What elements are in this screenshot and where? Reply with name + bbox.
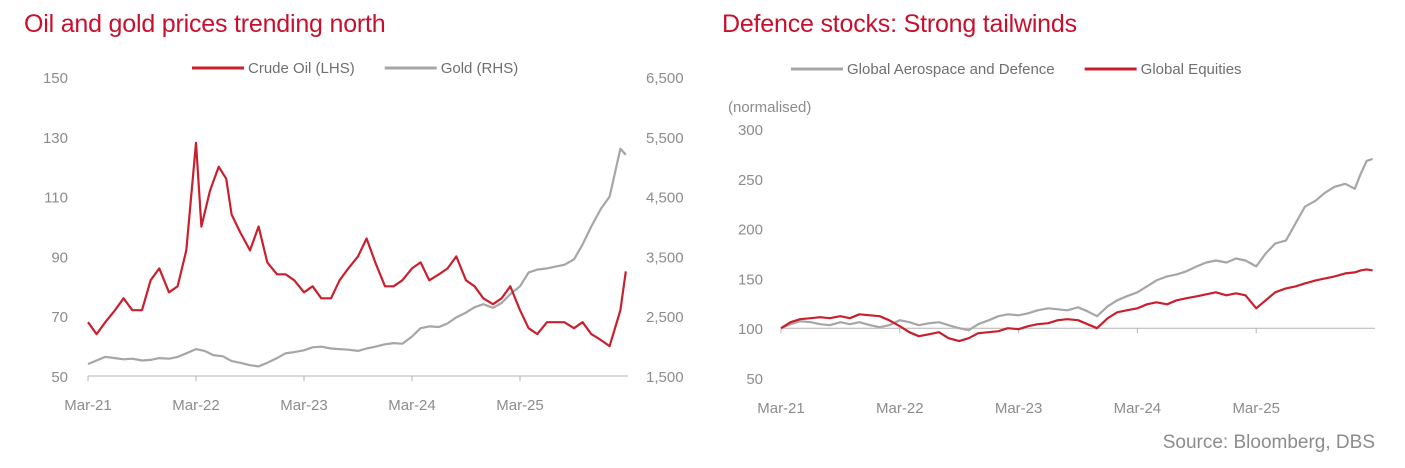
x-tick-label: Mar-23 (995, 400, 1043, 417)
defence-stocks-chart: Mar-21 Mar-22 Mar-23 Mar-24 Mar-25 50 100 150 20… (728, 61, 1375, 417)
y-tick-label: 100 (738, 321, 763, 338)
global-equities-line (780, 268, 1373, 343)
aerospace-defence-line (780, 157, 1373, 332)
x-tick-label: Mar-22 (172, 397, 220, 414)
x-tick-label: Mar-21 (757, 400, 805, 417)
y-right-tick-label: 6,500 (646, 70, 684, 87)
x-tick-label: Mar-24 (1114, 400, 1162, 417)
x-tick-label: Mar-23 (280, 397, 328, 414)
legend-label-1: Gold (RHS) (441, 60, 519, 77)
chart-title-oil-gold: Oil and gold prices trending north (24, 10, 386, 38)
y-left-tick-label: 70 (51, 309, 68, 326)
y-left-tick-label: 130 (43, 130, 68, 147)
x-tick-label: Mar-25 (496, 397, 544, 414)
x-tick-label: Mar-25 (1232, 400, 1280, 417)
y-right-tick-label: 3,500 (646, 249, 684, 266)
y-tick-label: 150 (738, 271, 763, 288)
x-tick-label: Mar-22 (876, 400, 924, 417)
legend-label-0: Global Aerospace and Defence (847, 61, 1055, 78)
y-left-tick-label: 110 (44, 190, 68, 207)
y-tick-label: 250 (738, 172, 763, 189)
y-left-tick-label: 150 (43, 70, 68, 87)
y-tick-label: 300 (738, 122, 763, 139)
y-right-tick-label: 1,500 (646, 369, 684, 386)
y-left-tick-label: 90 (51, 249, 68, 266)
oil-gold-chart: Mar-21 Mar-22 Mar-23 Mar-24 Mar-25 50 70 90 110 1… (43, 60, 684, 414)
source-note: Source: Bloomberg, DBS (1162, 432, 1375, 453)
y-axis-label: (normalised) (728, 99, 811, 116)
y-right-tick-label: 2,500 (646, 309, 684, 326)
y-right-tick-label: 4,500 (646, 190, 684, 207)
legend-label-1: Global Equities (1141, 61, 1242, 78)
x-tick-label: Mar-21 (64, 397, 112, 414)
y-right-tick-label: 5,500 (646, 130, 684, 147)
y-tick-label: 50 (746, 371, 763, 388)
legend-label-0: Crude Oil (LHS) (248, 60, 355, 77)
crude-oil-price-line (87, 141, 627, 348)
x-tick-label: Mar-24 (388, 397, 436, 414)
gold-price-line (87, 147, 627, 368)
chart-title-defence: Defence stocks: Strong tailwinds (722, 10, 1077, 38)
y-left-tick-label: 50 (51, 369, 68, 386)
y-tick-label: 200 (738, 222, 763, 239)
